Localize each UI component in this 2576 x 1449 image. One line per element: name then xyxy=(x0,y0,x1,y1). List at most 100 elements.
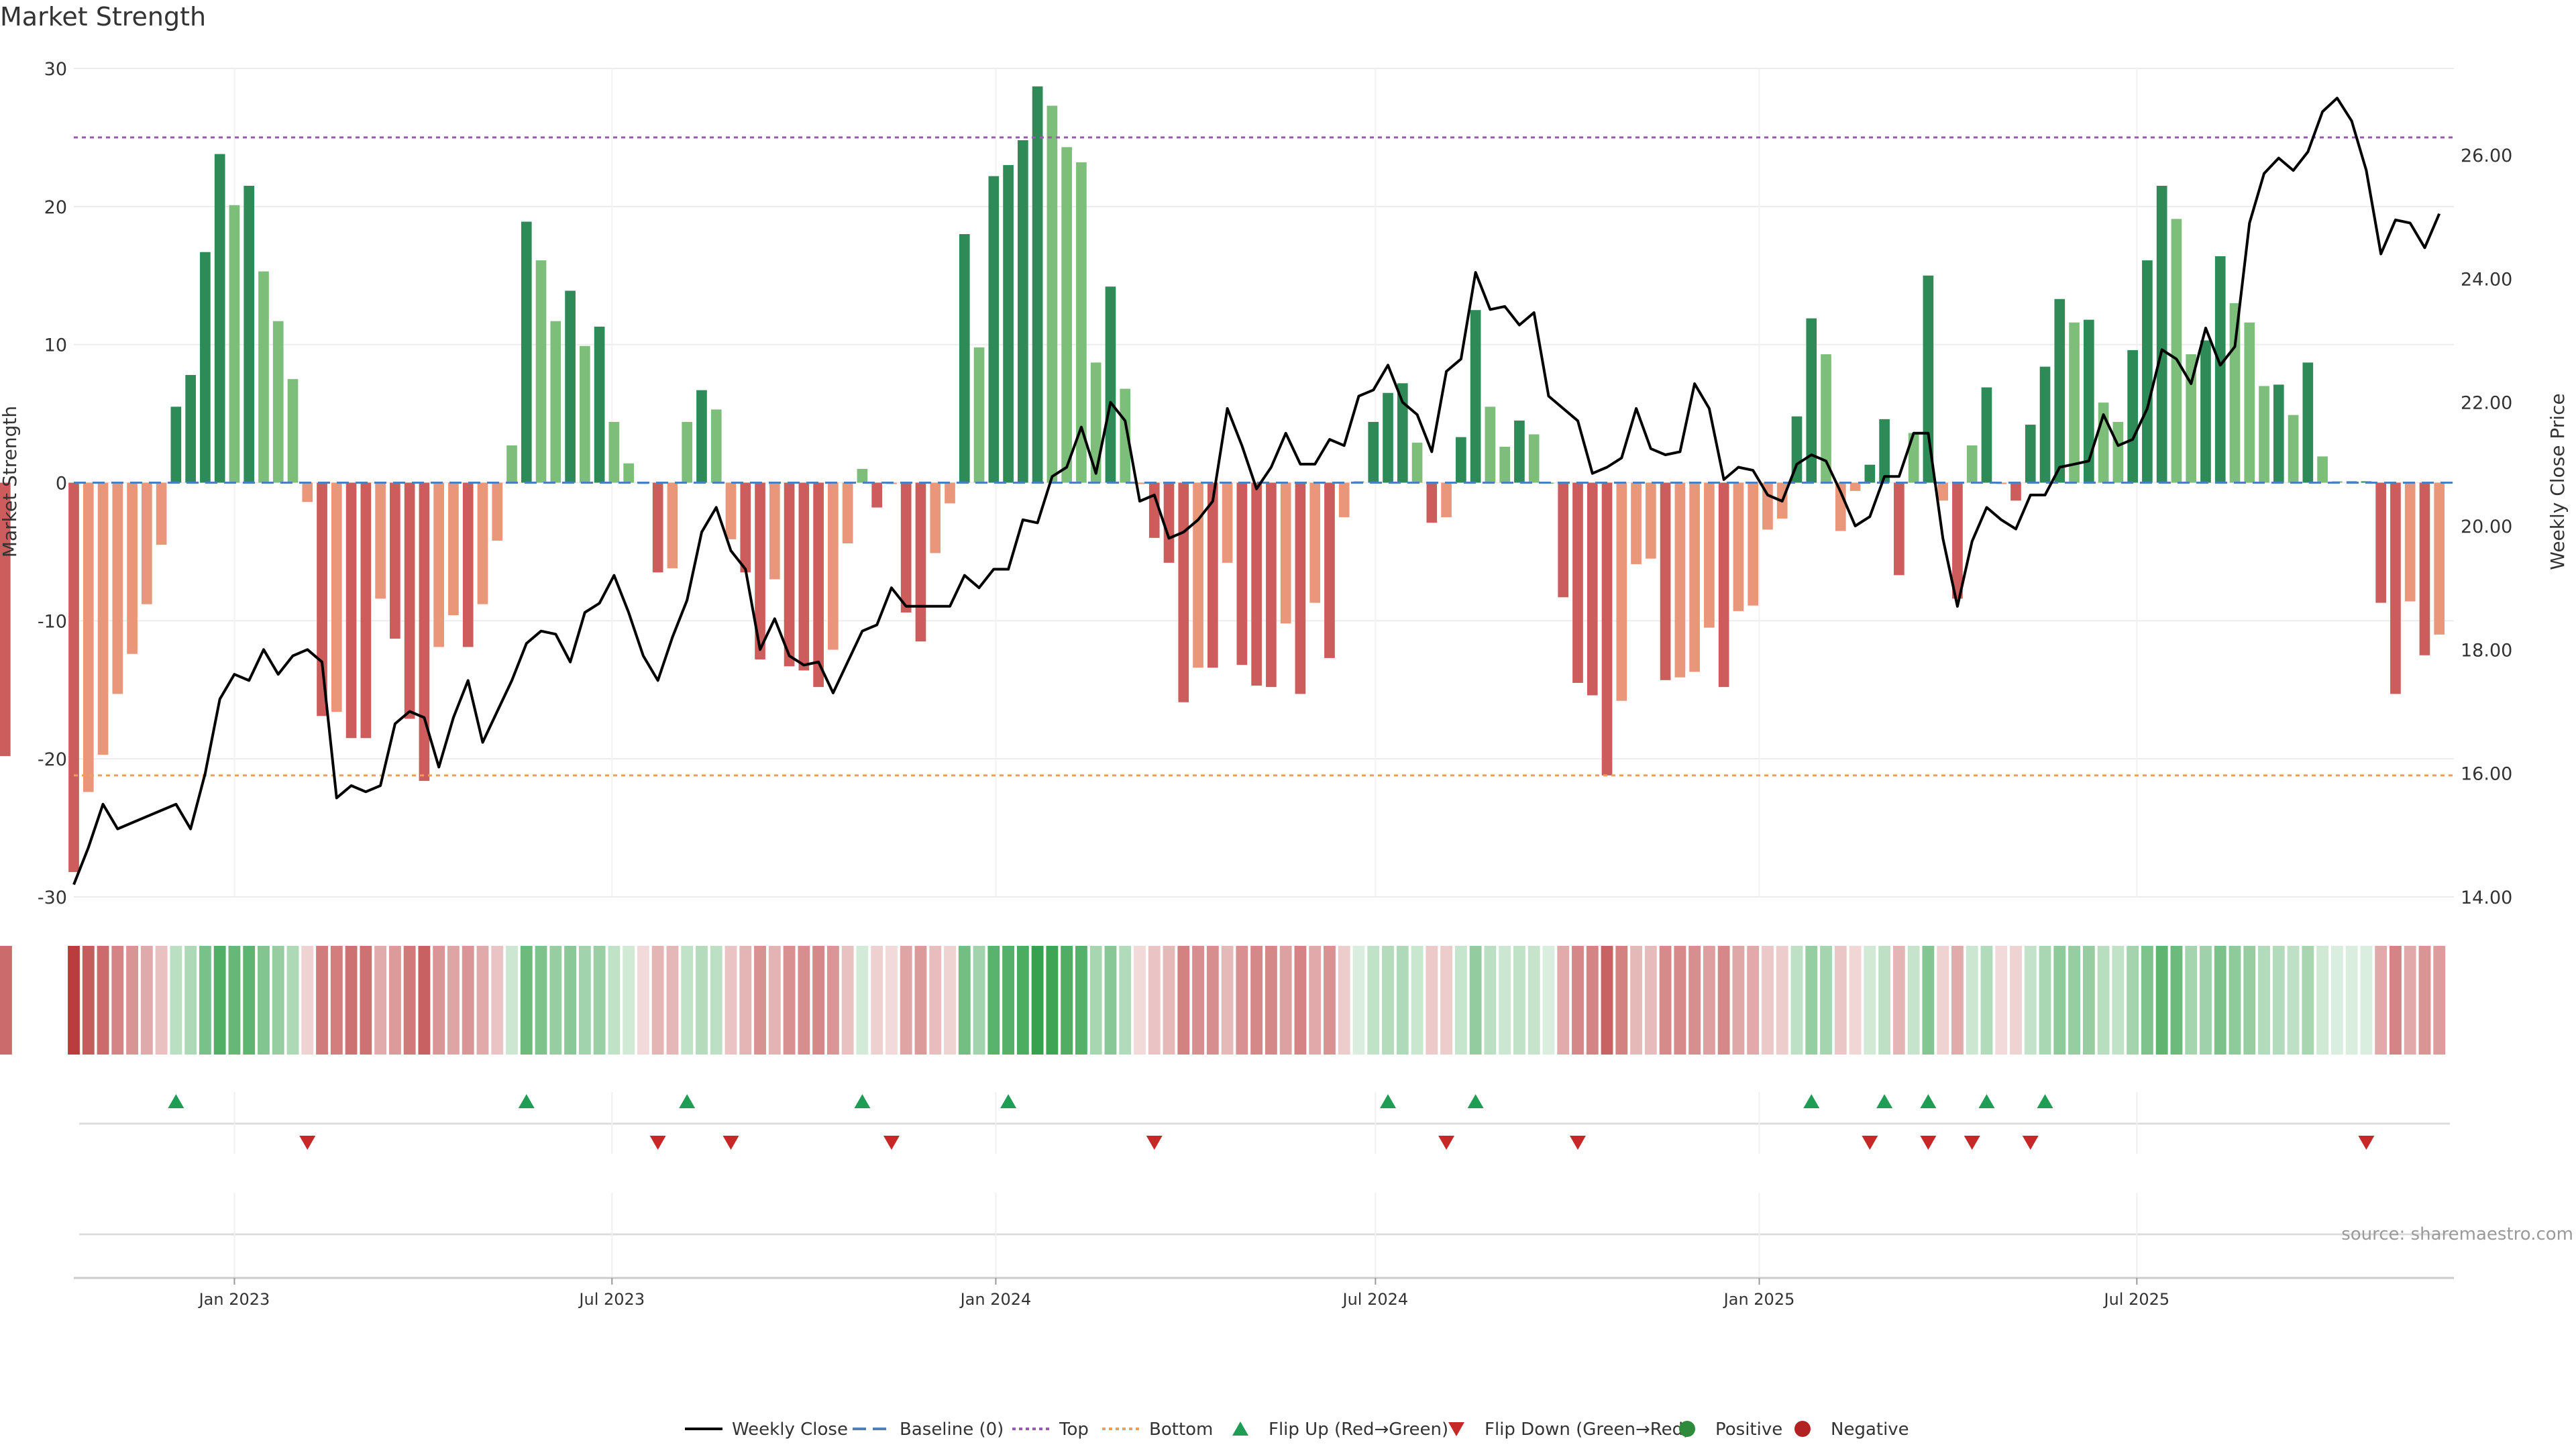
heat-cell xyxy=(1805,946,1818,1055)
heat-cell xyxy=(1002,946,1015,1055)
strength-bar xyxy=(1411,442,1423,483)
heat-cell xyxy=(1834,946,1847,1055)
strength-bar xyxy=(244,185,255,483)
x-tick-label: Jan 2024 xyxy=(959,1290,1032,1309)
y-right-tick-label: 14.00 xyxy=(2461,888,2512,908)
heat-cell xyxy=(1338,946,1350,1055)
heat-cell xyxy=(1776,946,1788,1055)
strength-bar xyxy=(2039,366,2051,483)
heat-cell xyxy=(1922,946,1935,1055)
strength-bar xyxy=(740,482,751,573)
legend-item: Weekly Close xyxy=(685,1419,848,1440)
heat-cell xyxy=(403,946,416,1055)
strength-bar xyxy=(988,176,1000,483)
heat-cell xyxy=(1016,946,1029,1055)
strength-bar xyxy=(1952,482,1963,599)
strength-bar xyxy=(594,326,605,483)
flip-up-marker xyxy=(679,1094,696,1108)
heat-cell xyxy=(388,946,401,1055)
heat-cell xyxy=(1615,946,1628,1055)
weekly-close-line xyxy=(72,97,2441,885)
heat-cell xyxy=(330,946,343,1055)
strength-bar xyxy=(1207,482,1218,668)
heat-cell xyxy=(243,946,256,1055)
heat-cell xyxy=(1061,946,1073,1055)
heat-cell xyxy=(1717,946,1730,1055)
strength-bar xyxy=(1499,446,1510,483)
heat-cell xyxy=(2141,946,2153,1055)
heat-cell xyxy=(2433,946,2446,1055)
strength-bar xyxy=(141,482,152,604)
heat-cell xyxy=(2097,946,2110,1055)
strength-bar xyxy=(2054,299,2065,483)
y-right-tick-label: 20.00 xyxy=(2461,517,2512,537)
heat-cell xyxy=(506,946,518,1055)
strength-bar xyxy=(959,234,970,483)
heat-cell xyxy=(2010,946,2022,1055)
heat-cell xyxy=(2418,946,2431,1055)
strength-heat-strip xyxy=(0,946,2446,1055)
strength-bar xyxy=(2404,482,2416,602)
strength-bar xyxy=(1923,275,1934,483)
heat-cell xyxy=(1163,946,1175,1055)
strength-bar xyxy=(710,409,722,483)
heat-cell xyxy=(1849,946,1862,1055)
x-tick-label: Jul 2023 xyxy=(578,1290,645,1309)
strength-bar xyxy=(1937,482,1948,501)
heat-cell xyxy=(1601,946,1613,1055)
strength-bar xyxy=(375,482,386,599)
source-label: source: sharemaestro.com xyxy=(2341,1224,2573,1244)
strength-bar xyxy=(0,482,11,757)
strength-bar xyxy=(871,482,883,508)
y-axis-right: 26.00 24.00 22.00 20.00 18.00 16.00 14.00 xyxy=(2461,146,2512,908)
heat-cell xyxy=(1294,946,1307,1055)
heat-cell xyxy=(1367,946,1380,1055)
heat-cell xyxy=(1995,946,2008,1055)
reference-lines xyxy=(74,136,2454,777)
heat-cell xyxy=(68,946,80,1055)
strength-bar xyxy=(1046,105,1058,483)
strength-bar xyxy=(769,482,780,580)
flip-down-marker xyxy=(1964,1136,1980,1150)
heat-cell xyxy=(2127,946,2139,1055)
strength-bar xyxy=(1368,421,1379,483)
strength-bar xyxy=(200,252,211,483)
strength-bar xyxy=(506,445,517,483)
heat-cell xyxy=(637,946,649,1055)
strength-bar xyxy=(1821,354,1831,483)
strength-bar xyxy=(1266,482,1277,688)
strength-bar xyxy=(2010,482,2021,501)
strength-bar xyxy=(973,347,985,483)
strength-bar xyxy=(930,482,941,553)
heat-cell xyxy=(1644,946,1657,1055)
heat-cell xyxy=(1878,946,1891,1055)
heat-cell xyxy=(213,946,226,1055)
heat-cell xyxy=(1469,946,1482,1055)
heat-cell xyxy=(1820,946,1832,1055)
heat-cell xyxy=(1279,946,1292,1055)
heat-cell xyxy=(2345,946,2358,1055)
heat-cell xyxy=(1762,946,1774,1055)
heat-cell xyxy=(944,946,956,1055)
heat-cell xyxy=(2316,946,2329,1055)
heat-cell xyxy=(2155,946,2168,1055)
y-right-tick-label: 22.00 xyxy=(2461,393,2512,414)
x-tick-label: Jan 2023 xyxy=(198,1290,270,1309)
legend-label: Top xyxy=(1059,1419,1089,1440)
strength-bar xyxy=(1148,482,1160,538)
strength-bar xyxy=(2419,482,2430,655)
heat-cell xyxy=(1572,946,1584,1055)
heat-cell xyxy=(1382,946,1394,1055)
heat-cell xyxy=(1732,946,1745,1055)
y-tick-label: -20 xyxy=(38,749,67,770)
strength-bar xyxy=(798,482,810,671)
strength-bar xyxy=(1105,286,1116,483)
heat-cell xyxy=(1206,946,1219,1055)
heat-cell xyxy=(418,946,431,1055)
heat-cell xyxy=(681,946,694,1055)
heat-cell xyxy=(1046,946,1059,1055)
strength-bar xyxy=(185,374,196,483)
y-tick-label: -30 xyxy=(38,888,67,908)
strength-bar xyxy=(1791,416,1803,483)
strength-bar xyxy=(580,345,590,483)
